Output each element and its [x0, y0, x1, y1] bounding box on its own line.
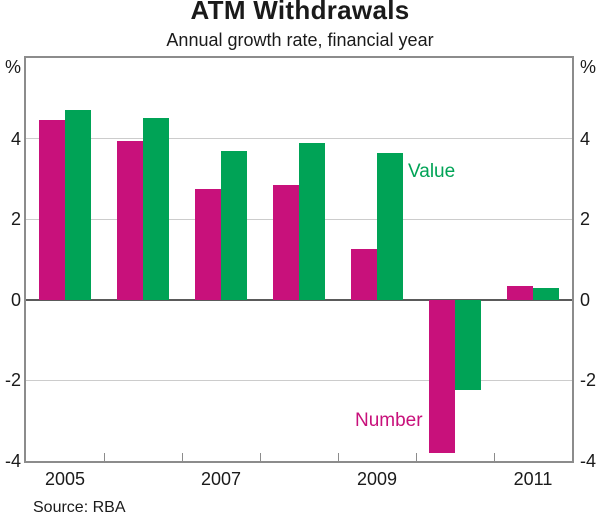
x-axis-tick [493, 453, 495, 461]
bar-number-2010 [429, 299, 455, 453]
bar-value-2011 [533, 287, 559, 300]
bar-number-2007 [195, 188, 221, 300]
plot-area [24, 56, 574, 463]
bar-number-2006 [117, 140, 143, 300]
y-tick-label-left-4: 4 [10, 128, 21, 149]
bar-number-2011 [507, 285, 533, 300]
source-note: Source: RBA [33, 499, 126, 516]
x-tick-label-2009: 2009 [356, 469, 398, 489]
x-axis-tick [415, 453, 417, 461]
gridline--2 [26, 379, 572, 381]
y-tick-label-right--4: -4 [580, 451, 597, 471]
gridline-4 [26, 138, 572, 140]
bar-number-2005 [39, 120, 65, 300]
x-tick-label-2005: 2005 [44, 469, 86, 489]
y-tick-label-left-2: 2 [10, 209, 21, 230]
zero-line [26, 298, 572, 301]
bar-value-2005 [65, 110, 91, 300]
y-tick-label-left-0: 0 [10, 289, 21, 310]
series-label-value: Value [408, 161, 456, 182]
bar-value-2007 [221, 150, 247, 300]
series-label-number: Number [355, 410, 423, 431]
y-tick-label-right--2: -2 [580, 370, 597, 391]
x-tick-label-2011: 2011 [513, 469, 553, 489]
x-axis-tick [103, 453, 105, 461]
bar-value-2010 [455, 299, 481, 391]
y-tick-label-left--4: -4 [4, 451, 21, 471]
bar-number-2009 [351, 249, 377, 300]
y-tick-label-right-2: 2 [580, 209, 591, 230]
x-tick-label-2007: 2007 [200, 469, 242, 489]
y-tick-label-right-0: 0 [580, 289, 591, 310]
bar-number-2008 [273, 184, 299, 300]
bar-value-2008 [299, 142, 325, 300]
x-axis-tick [259, 453, 261, 461]
chart-subtitle: Annual growth rate, financial year [166, 30, 434, 50]
bar-value-2009 [377, 152, 403, 300]
bar-value-2006 [143, 118, 169, 300]
percent-label-right: % [580, 57, 597, 77]
y-tick-label-right-4: 4 [580, 128, 591, 149]
percent-label-left: % [4, 57, 21, 77]
y-tick-label-left--2: -2 [4, 370, 21, 391]
chart-title: ATM Withdrawals [190, 0, 410, 25]
x-axis-tick [337, 453, 339, 461]
x-axis-tick [181, 453, 183, 461]
